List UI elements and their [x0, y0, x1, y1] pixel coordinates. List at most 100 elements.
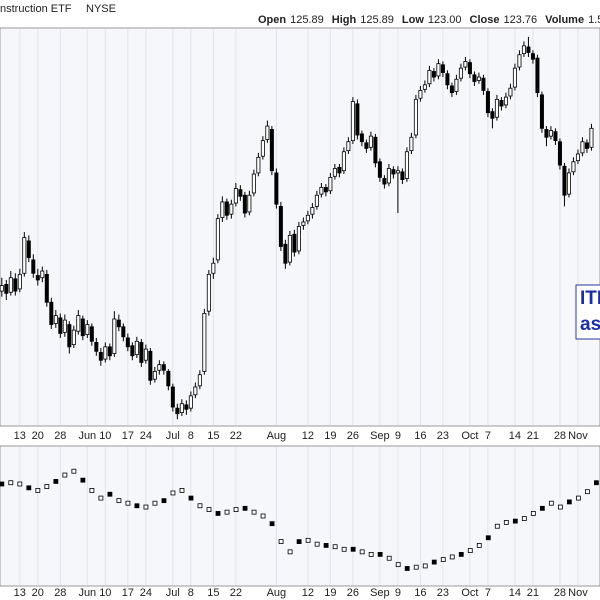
x-tick-label: 23	[437, 587, 449, 599]
candle-body	[355, 103, 360, 136]
x-tick-label: 20	[32, 430, 44, 442]
marker	[395, 562, 401, 568]
candle-body	[49, 301, 54, 325]
candle-body	[409, 136, 414, 152]
candle-body	[161, 364, 166, 371]
x-tick-label: 16	[414, 430, 426, 442]
candle-body	[157, 364, 162, 371]
candle-body	[8, 277, 13, 293]
candle-body	[418, 90, 423, 99]
marker	[377, 552, 383, 557]
candle-body	[197, 374, 202, 387]
x-tick-label: 14	[509, 587, 521, 599]
marker	[503, 520, 509, 525]
marker	[341, 546, 347, 552]
candle-body	[62, 319, 67, 333]
x-tick-label: 9	[395, 430, 401, 442]
candle-body	[58, 317, 63, 334]
candle-body	[71, 329, 76, 346]
marker	[179, 487, 185, 493]
exchange: NYSE	[86, 3, 116, 15]
marker	[305, 537, 311, 543]
candle-body	[575, 153, 580, 162]
candle-body	[94, 341, 99, 352]
candle-body	[580, 141, 585, 154]
x-tick-label: Aug	[267, 430, 287, 442]
candle-body	[427, 69, 432, 85]
candle-body	[562, 165, 567, 196]
marker	[521, 516, 527, 521]
candle-body	[211, 262, 216, 274]
candle-body	[391, 169, 396, 175]
marker	[35, 487, 41, 493]
marker	[62, 472, 68, 478]
x-tick-label: 13	[14, 587, 26, 599]
candle-body	[89, 326, 94, 342]
candle-body	[233, 188, 238, 204]
candle-body	[53, 315, 58, 324]
x-tick-label: 12	[302, 430, 314, 442]
candle-body	[377, 161, 382, 178]
candle-body	[395, 170, 400, 174]
candle-body	[220, 201, 225, 218]
marker	[242, 505, 248, 511]
candle-body	[256, 156, 261, 174]
candle-body	[373, 136, 378, 164]
x-tick-label: 10	[99, 587, 111, 599]
x-tick-label: 24	[140, 430, 152, 442]
candle-body	[287, 234, 292, 263]
candle-body	[431, 71, 436, 78]
marker	[107, 491, 113, 497]
stat-value: 123.00	[428, 14, 462, 26]
x-tick-label: 21	[527, 587, 539, 599]
candle-body	[535, 57, 540, 94]
x-tick-label: 12	[302, 587, 314, 599]
candle-body	[67, 324, 72, 348]
marker	[494, 523, 500, 529]
marker	[332, 544, 338, 550]
candle-body	[557, 141, 562, 166]
x-tick-label: Nov	[568, 430, 588, 442]
x-tick-label: 28	[554, 430, 566, 442]
marker	[440, 557, 446, 562]
candle-body	[242, 194, 247, 214]
marker	[422, 563, 428, 569]
candle-body	[571, 161, 576, 173]
marker	[413, 564, 419, 570]
candle-body	[206, 273, 211, 312]
marker	[53, 479, 59, 484]
candle-body	[116, 319, 121, 328]
candle-body	[436, 63, 441, 77]
candle-body	[229, 203, 234, 215]
marker	[539, 505, 545, 511]
candle-body	[103, 346, 108, 360]
candle-body	[472, 74, 477, 82]
stat-label: Low	[402, 14, 424, 26]
marker	[359, 549, 365, 555]
candle-body	[530, 53, 535, 60]
candle-body	[166, 370, 171, 387]
candle-body	[292, 233, 297, 253]
candle-body	[80, 318, 85, 337]
marker	[566, 499, 572, 505]
title: nstruction ETF	[0, 3, 72, 15]
x-tick-label: 22	[230, 430, 242, 442]
plot: 131320202828JunJun101017172424JulJul8815…	[0, 29, 599, 599]
x-tick-label: 22	[230, 587, 242, 599]
candle-body	[490, 111, 495, 119]
x-tick-label: Aug	[267, 587, 287, 599]
x-tick-label: 15	[207, 430, 219, 442]
candle-body	[26, 240, 31, 259]
candle-body	[400, 171, 405, 181]
candle-body	[589, 127, 594, 148]
candle-body	[485, 91, 490, 114]
x-tick-label: 19	[324, 587, 336, 599]
marker	[431, 559, 437, 565]
marker	[512, 518, 518, 524]
marker	[287, 549, 293, 555]
candle-body	[548, 130, 553, 137]
stat-label: High	[332, 14, 357, 26]
x-tick-label: Jul	[166, 587, 180, 599]
candle-body	[283, 243, 288, 264]
